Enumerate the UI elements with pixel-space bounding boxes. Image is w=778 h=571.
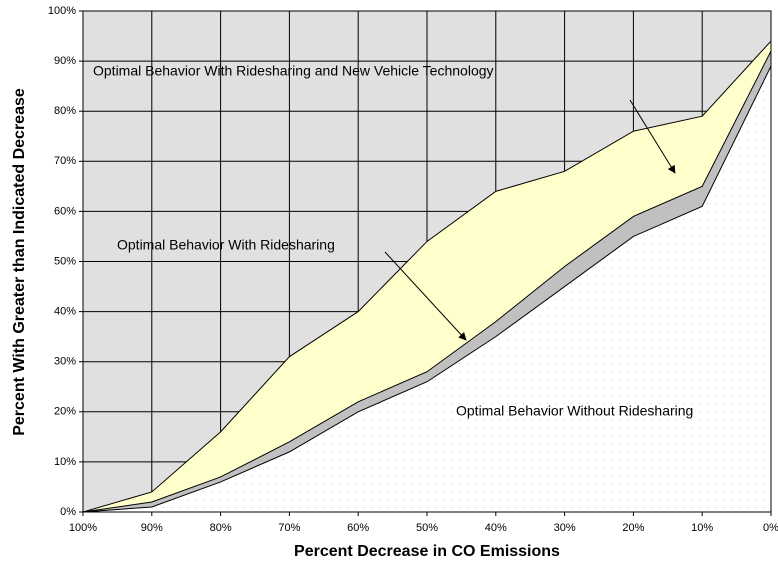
y-axis-title: Percent With Greater than Indicated Decr… [11,88,28,436]
y-tick-label: 100% [48,5,76,17]
area-outline [82,40,772,513]
y-tick-label: 90% [54,55,76,67]
y-tick-label: 50% [54,255,76,267]
area-outline [82,50,772,513]
y-tick-label: 0% [60,506,76,518]
label-arrow [384,251,467,341]
x-tick-label: 10% [691,522,713,534]
x-tick-label: 40% [485,522,507,534]
series-label: Optimal Behavior With Ridesharing and Ne… [93,63,494,79]
area-outline [82,65,772,513]
y-tick-label: 40% [54,306,76,318]
x-tick-label: 80% [210,522,232,534]
y-tick-label: 20% [54,406,76,418]
x-tick-label: 50% [416,522,438,534]
x-tick-label: 60% [347,522,369,534]
y-tick-label: 60% [54,205,76,217]
y-tick-label: 80% [54,105,76,117]
series-label: Optimal Behavior With Ridesharing [117,237,335,253]
x-tick-label: 100% [69,522,97,534]
label-arrow [629,99,676,174]
x-tick-label: 0% [763,522,778,534]
plot-border [82,10,772,513]
y-tick-label: 10% [54,456,76,468]
x-tick-label: 70% [278,522,300,534]
x-tick-label: 90% [141,522,163,534]
y-tick-label: 70% [54,155,76,167]
x-tick-label: 30% [554,522,576,534]
area [83,66,771,513]
x-axis-title: Percent Decrease in CO Emissions [294,543,560,560]
series-label: Optimal Behavior Without Ridesharing [456,403,693,419]
x-tick-label: 20% [622,522,644,534]
y-tick-label: 30% [54,356,76,368]
